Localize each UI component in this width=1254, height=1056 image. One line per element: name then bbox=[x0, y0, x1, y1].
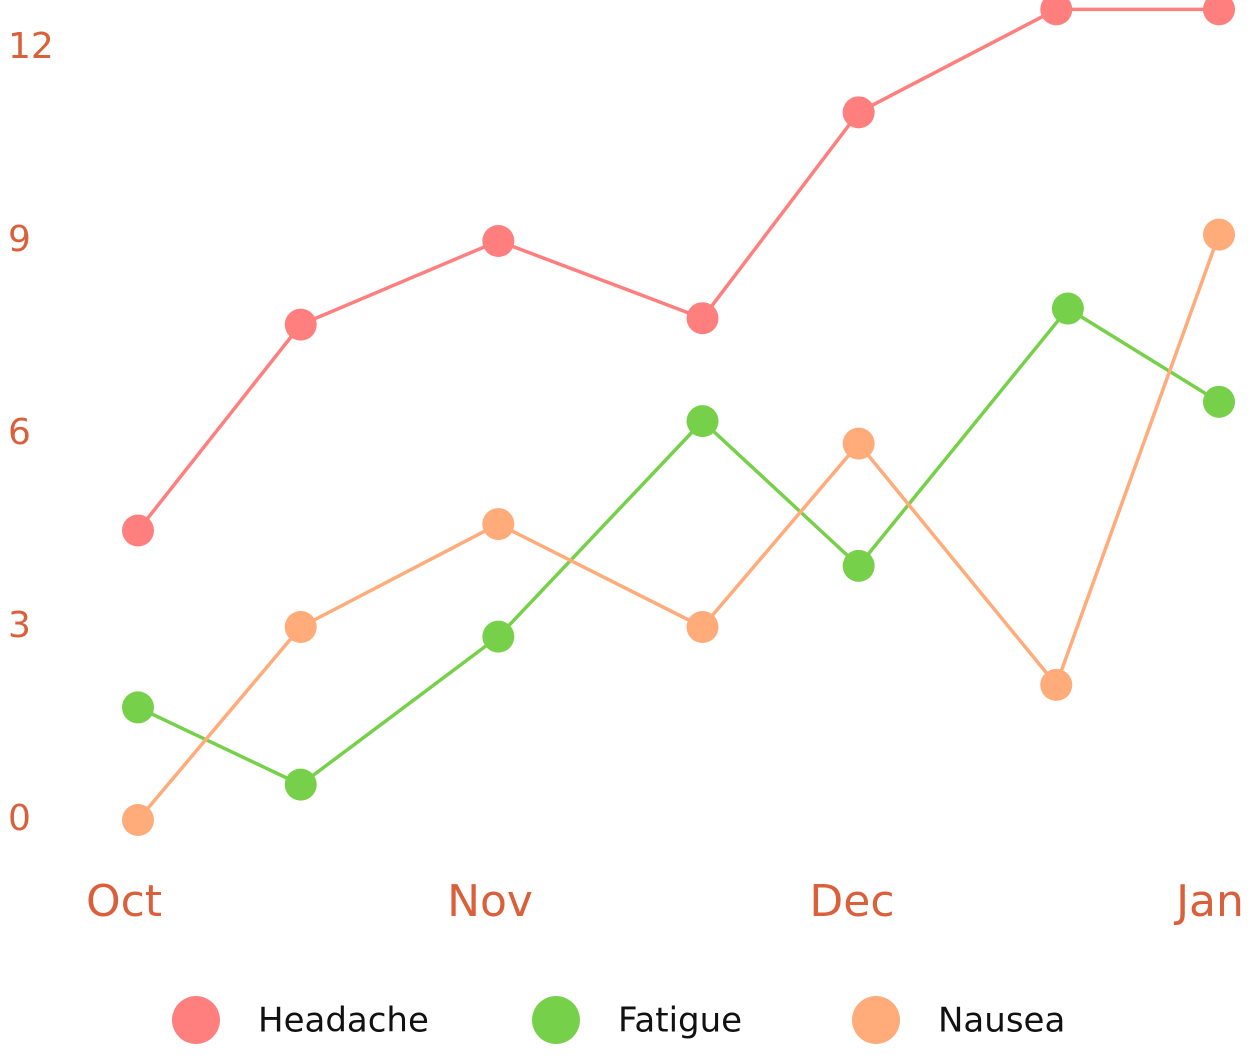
series-nausea bbox=[122, 218, 1235, 836]
data-point bbox=[122, 691, 154, 724]
data-point bbox=[1051, 292, 1084, 325]
legend-swatch bbox=[852, 996, 900, 1044]
legend-item: Nausea bbox=[852, 996, 1065, 1044]
x-tick-label: Jan bbox=[1173, 876, 1244, 927]
legend: Headache Fatigue Nausea bbox=[172, 996, 1065, 1044]
legend-item: Fatigue bbox=[532, 996, 742, 1044]
y-tick-label: 3 bbox=[8, 605, 31, 646]
y-tick-label: 6 bbox=[8, 412, 31, 453]
data-point bbox=[284, 768, 317, 801]
data-point bbox=[284, 611, 317, 643]
legend-swatch bbox=[172, 996, 220, 1044]
y-tick-label: 0 bbox=[8, 798, 31, 839]
data-point bbox=[1040, 0, 1073, 26]
series-line bbox=[136, 7, 1219, 532]
data-point bbox=[1203, 0, 1235, 26]
data-point bbox=[284, 308, 317, 341]
y-tick-label: 12 bbox=[8, 26, 54, 67]
data-point bbox=[842, 96, 875, 129]
data-point bbox=[842, 427, 875, 460]
x-axis: Oct Nov Dec Jan bbox=[86, 876, 1244, 927]
data-point bbox=[482, 225, 515, 257]
legend-label: Fatigue bbox=[618, 1001, 742, 1041]
data-point bbox=[1203, 385, 1235, 418]
x-tick-label: Dec bbox=[809, 876, 894, 927]
y-axis: 0 3 6 9 12 bbox=[8, 26, 54, 839]
series-layer bbox=[122, 0, 1235, 836]
legend-label: Headache bbox=[258, 1001, 429, 1041]
data-point bbox=[1040, 668, 1073, 701]
y-tick-label: 9 bbox=[8, 219, 31, 260]
x-tick-label: Nov bbox=[447, 876, 533, 927]
data-point bbox=[686, 302, 719, 335]
data-point bbox=[686, 405, 719, 438]
data-point bbox=[122, 804, 154, 836]
data-point bbox=[482, 620, 515, 653]
data-point bbox=[482, 508, 515, 541]
data-point bbox=[1203, 218, 1235, 251]
data-point bbox=[686, 611, 719, 643]
legend-item: Headache bbox=[172, 996, 429, 1044]
series-fatigue bbox=[122, 292, 1235, 801]
legend-swatch bbox=[532, 996, 580, 1044]
series-headache bbox=[122, 0, 1235, 547]
legend-label: Nausea bbox=[938, 1001, 1065, 1041]
data-point bbox=[122, 514, 154, 547]
data-point bbox=[842, 549, 875, 582]
x-tick-label: Oct bbox=[86, 876, 162, 927]
series-line bbox=[137, 306, 1220, 787]
